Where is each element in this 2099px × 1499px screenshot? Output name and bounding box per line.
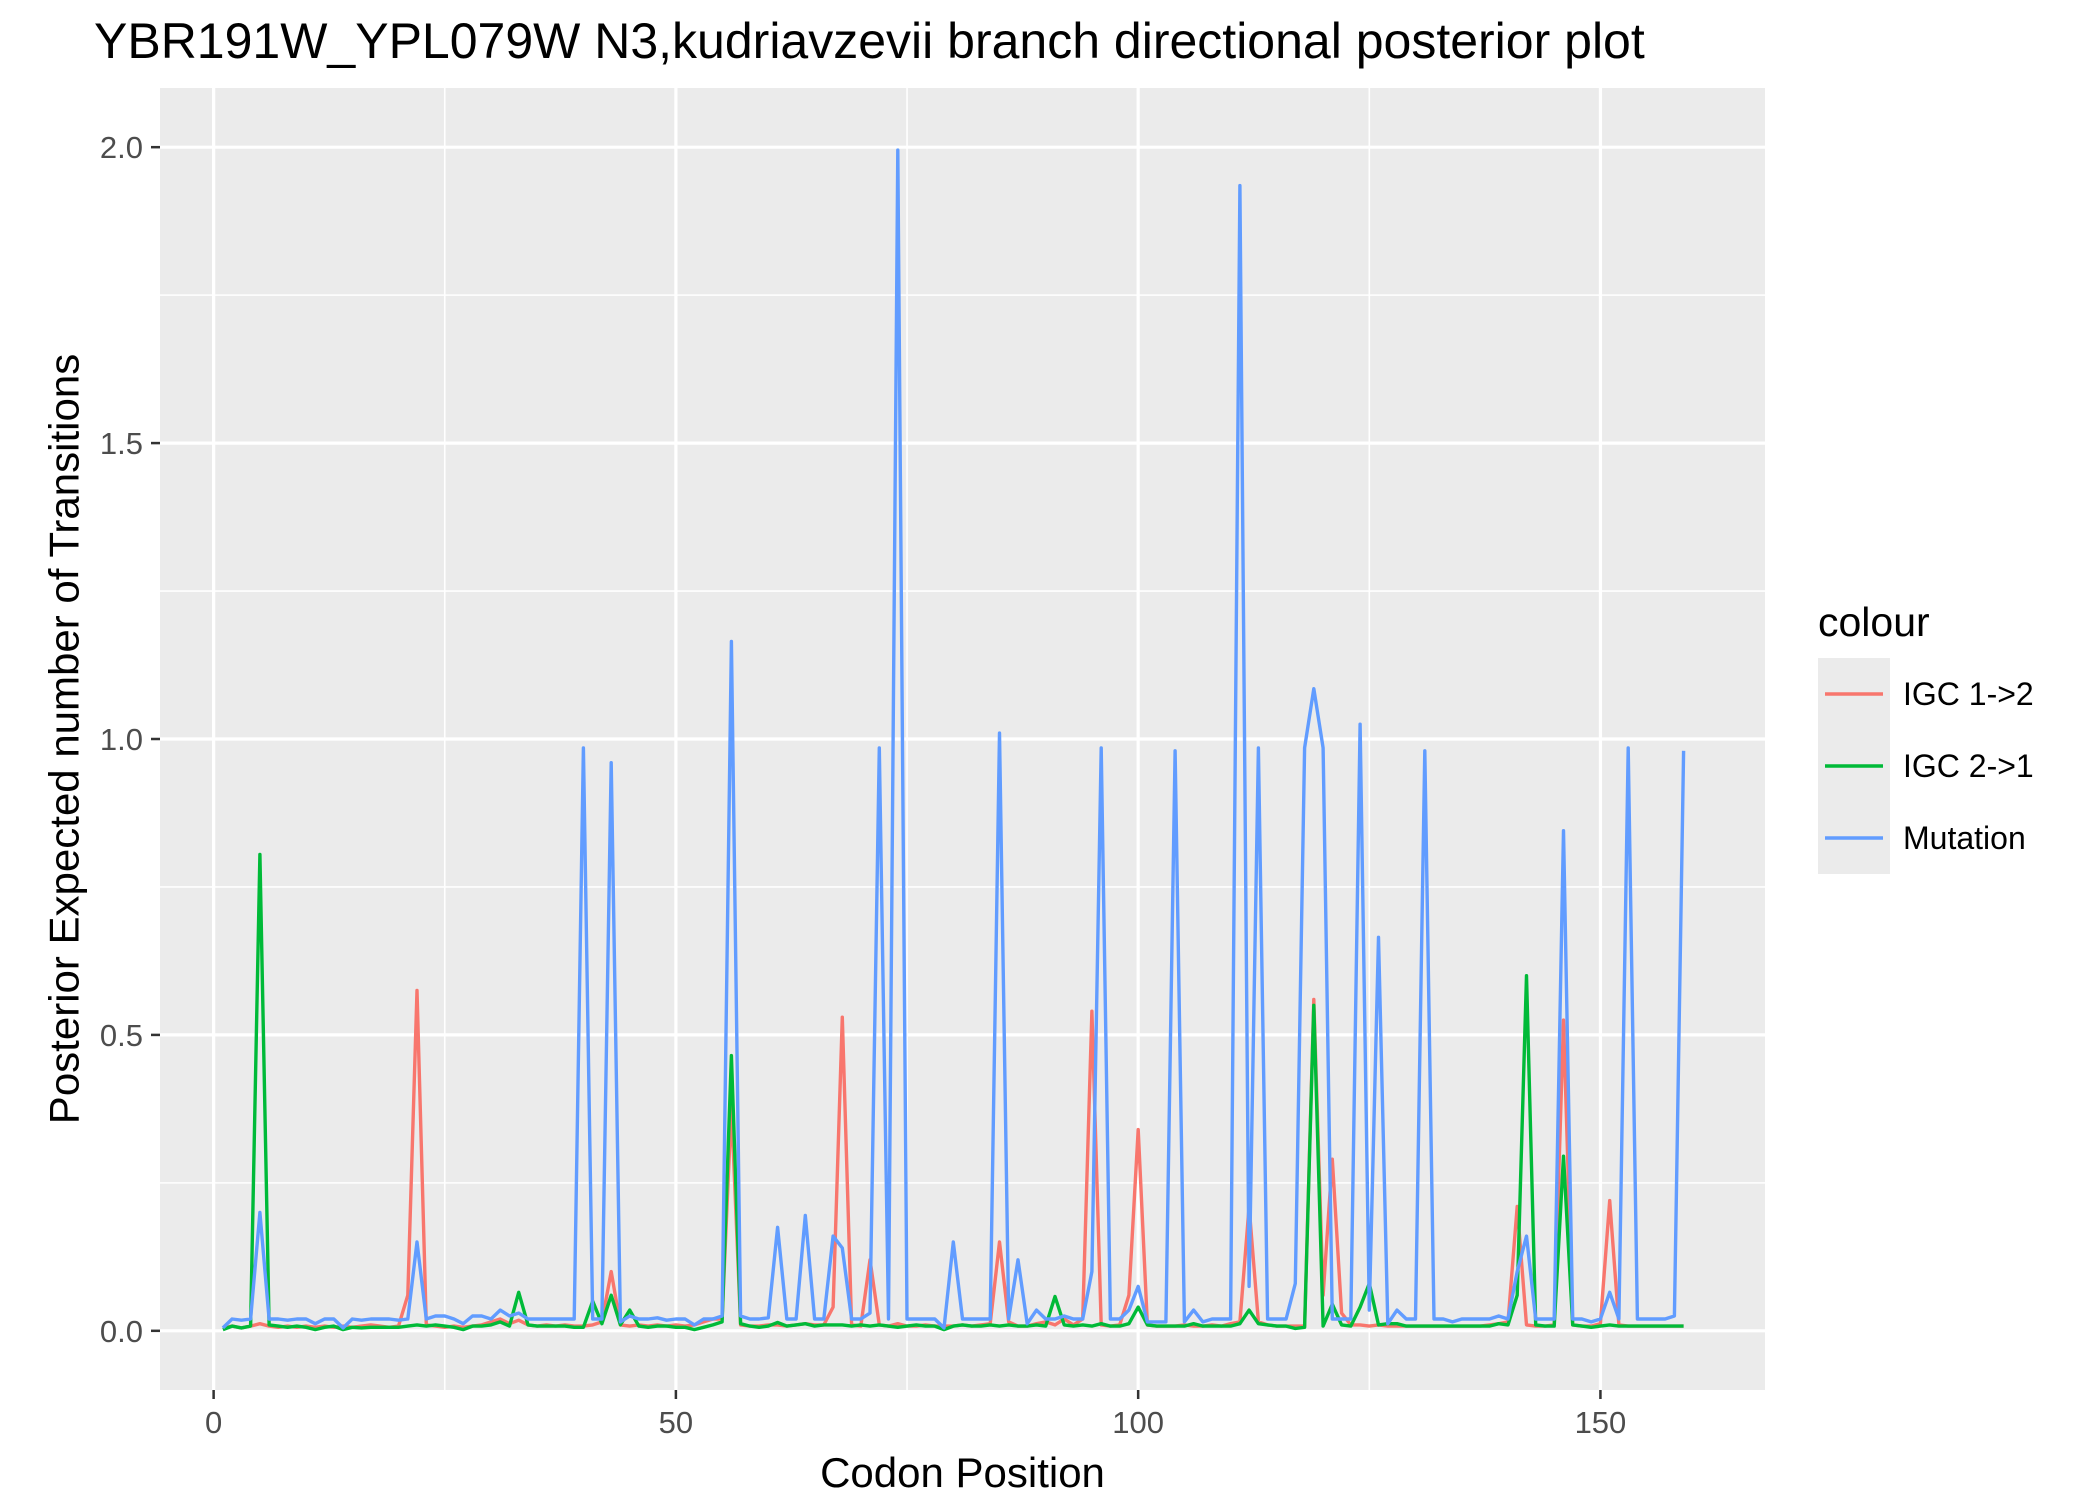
plot-panel xyxy=(160,88,1765,1390)
y-axis: 0.0 0.5 1.0 1.5 2.0 xyxy=(100,130,160,1349)
x-tick-label: 50 xyxy=(659,1405,693,1440)
series-line-igc-2-1 xyxy=(222,852,1684,1332)
series-lines xyxy=(221,148,1686,1332)
x-axis: 0 50 100 150 xyxy=(205,1390,1626,1440)
chart-title: YBR191W_YPL079W N3,kudriavzevii branch d… xyxy=(94,13,1645,69)
legend-title: colour xyxy=(1818,599,1930,645)
series-line-mutation xyxy=(221,148,1686,1330)
y-axis-title: Posterior Expected number of Transitions xyxy=(41,354,88,1124)
legend-label-igc-2-1: IGC 2->1 xyxy=(1903,748,2034,784)
y-tick-label: 2.0 xyxy=(100,130,143,165)
legend: colour IGC 1->2 IGC 2->1 Mutation xyxy=(1818,599,2034,874)
x-tick-label: 100 xyxy=(1112,1405,1164,1440)
legend-keys: IGC 1->2 IGC 2->1 Mutation xyxy=(1818,658,2034,874)
x-axis-title: Codon Position xyxy=(820,1449,1105,1496)
y-tick-label: 1.0 xyxy=(100,722,143,757)
major-gridlines xyxy=(160,88,1765,1390)
x-tick-label: 150 xyxy=(1575,1405,1627,1440)
legend-label-igc-1-2: IGC 1->2 xyxy=(1903,676,2034,712)
y-tick-label: 0.5 xyxy=(100,1018,143,1053)
legend-label-mutation: Mutation xyxy=(1903,820,2026,856)
y-tick-label: 0.0 xyxy=(100,1314,143,1349)
y-tick-label: 1.5 xyxy=(100,426,143,461)
x-tick-label: 0 xyxy=(205,1405,222,1440)
